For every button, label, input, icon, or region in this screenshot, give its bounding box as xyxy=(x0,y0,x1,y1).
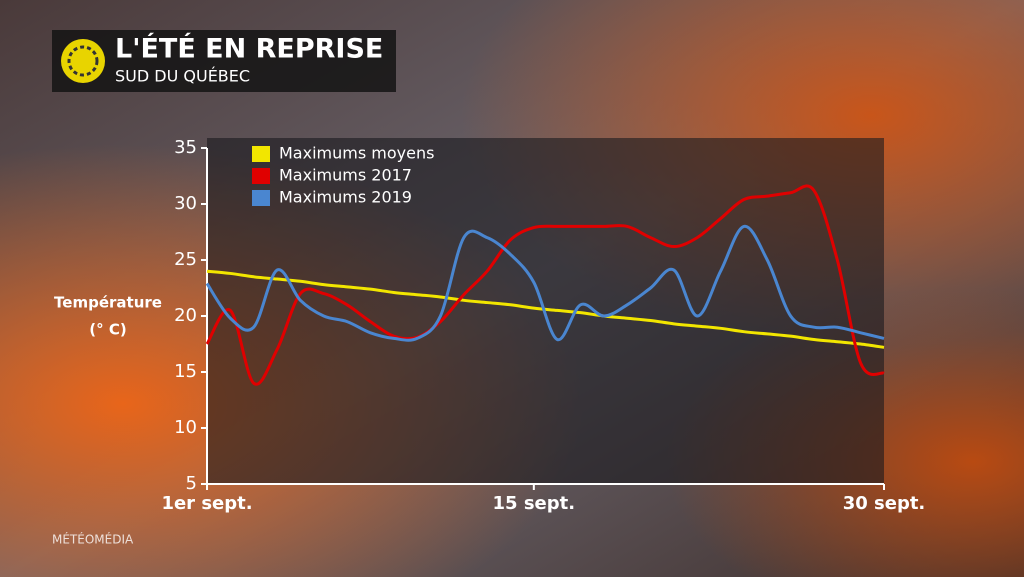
y-tick-label: 5 xyxy=(186,473,197,494)
y-axis-label: Température xyxy=(54,294,162,312)
series-line xyxy=(205,224,885,342)
x-tick-label: 1er sept. xyxy=(161,493,252,514)
legend-label: Maximums 2017 xyxy=(279,166,412,185)
y-tick-label: 10 xyxy=(174,417,197,438)
legend-swatch xyxy=(252,168,270,184)
x-tick-label: 15 sept. xyxy=(493,493,576,514)
y-tick-label: 30 xyxy=(174,193,197,214)
legend-label: Maximums moyens xyxy=(279,144,434,163)
y-tick-label: 15 xyxy=(174,361,197,382)
x-tick-label: 30 sept. xyxy=(843,493,926,514)
legend-swatch xyxy=(252,146,270,162)
watermark: MÉTÉOMÉDIA xyxy=(52,532,134,547)
subtitle: SUD DU QUÉBEC xyxy=(115,67,250,86)
y-tick-label: 35 xyxy=(174,137,197,158)
header-box xyxy=(52,30,396,92)
y-axis-label: (° C) xyxy=(89,321,126,339)
y-tick-label: 25 xyxy=(174,249,197,270)
legend-label: Maximums 2019 xyxy=(279,188,412,207)
title: L'ÉTÉ EN REPRISE xyxy=(115,33,383,65)
series-line xyxy=(206,269,885,349)
series-line xyxy=(205,184,885,386)
y-tick-label: 20 xyxy=(174,305,197,326)
legend-swatch xyxy=(252,190,270,206)
logo xyxy=(61,39,105,83)
logo xyxy=(67,45,99,77)
